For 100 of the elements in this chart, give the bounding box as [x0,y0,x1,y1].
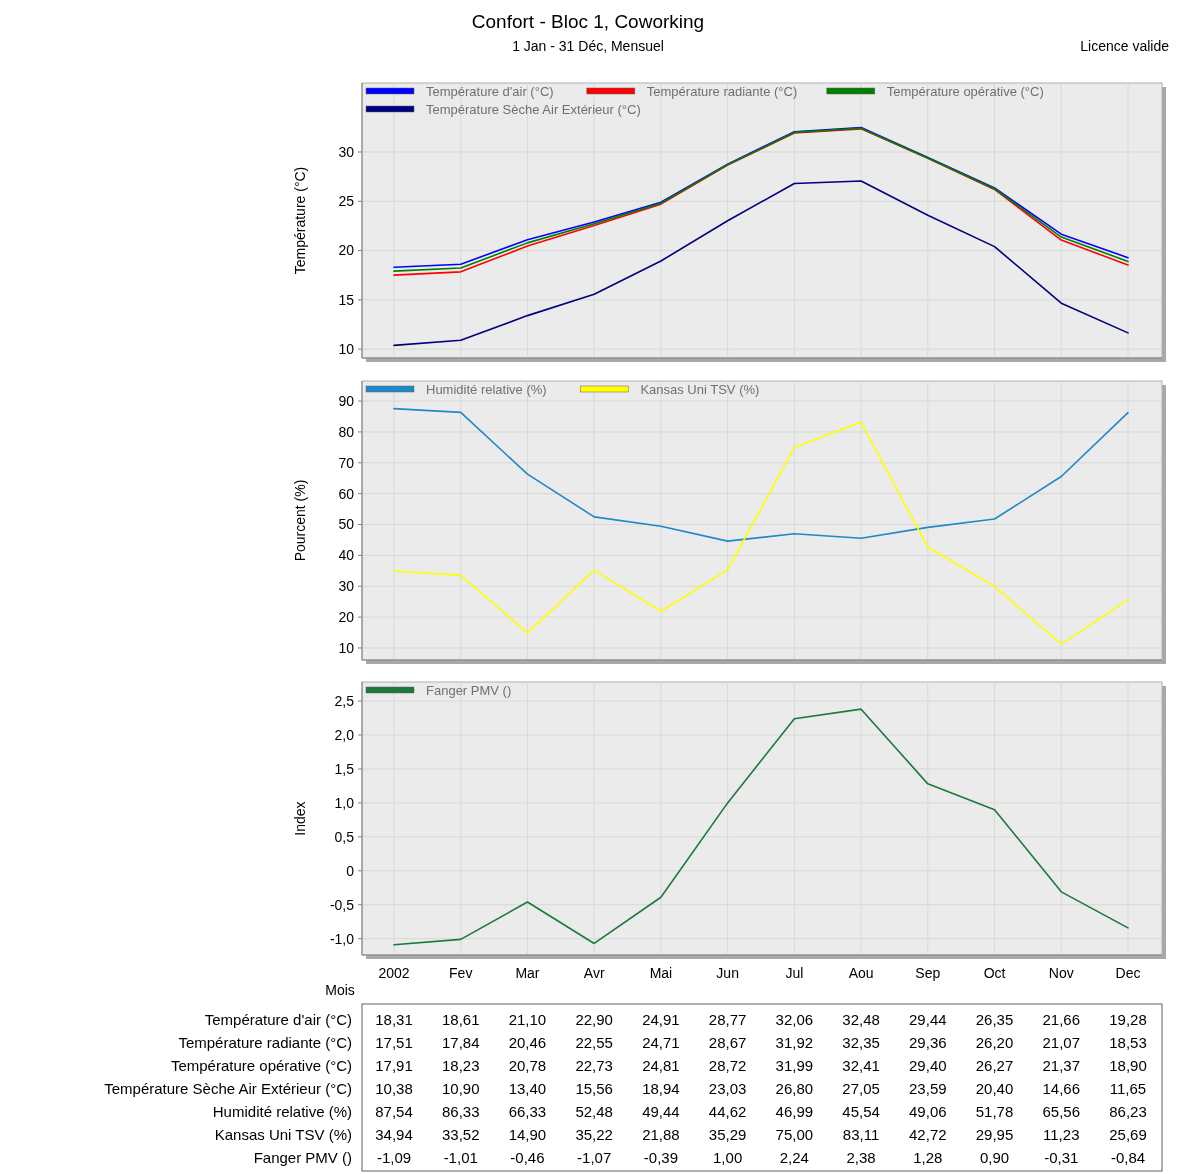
data-label: 14,90 [508,1126,547,1144]
data-label: 2,38 [846,1149,876,1167]
data-label: 23,59 [909,1080,947,1098]
data-label: 22,55 [575,1034,613,1052]
data-label: 22,73 [575,1057,613,1075]
data-label: 10,90 [441,1080,480,1098]
data-label: 31,99 [775,1057,814,1075]
y-axis-title: Pourcent (%) [292,479,308,562]
legend-label: Fanger PMV () [426,682,512,698]
chart-subtitle: 1 Jan - 31 Déc, Mensuel [512,38,664,54]
x-tick-label: Jun [716,965,739,981]
data-label: 75,00 [775,1126,814,1144]
data-label: 28,77 [708,1011,747,1029]
data-label: 20,40 [975,1080,1014,1098]
data-label: 14,66 [1042,1080,1081,1098]
text: Température d'air (°C) [204,1011,352,1029]
text: Kansas Uni TSV (%) [214,1126,352,1144]
data-label: 34,94 [375,1126,413,1144]
y-tick-label: 90 [338,392,355,409]
y-tick-label: 20 [338,242,355,259]
data-label: 24,81 [642,1057,680,1075]
data-label: 18,23 [441,1057,480,1075]
data-label: 18,31 [375,1011,413,1029]
y-tick-label: 80 [338,423,355,440]
data-label: 21,37 [1042,1057,1081,1075]
y-tick-label: 30 [338,143,355,160]
data-label: 86,23 [1109,1103,1147,1121]
x-tick-label: 2002 [378,965,410,981]
data-label: 28,72 [708,1057,747,1075]
data-label: 20,78 [508,1057,547,1075]
data-label: 10,38 [375,1080,413,1098]
data-label: 21,10 [508,1011,547,1029]
data-label: 32,06 [775,1011,814,1029]
data-label: 11,65 [1109,1080,1147,1098]
data-label: 28,67 [708,1034,747,1052]
data-label: -0,31 [1044,1149,1079,1167]
line-series [393,421,1129,645]
data-label: -1,09 [376,1149,412,1167]
y-tick-label: 2,0 [334,726,355,743]
data-label: 19,28 [1109,1011,1147,1029]
x-axis-title: Mois [325,982,355,998]
line-series [393,407,1129,542]
data-label: 0,90 [979,1149,1010,1167]
x-tick-label: Sep [915,965,941,981]
x-tick-label: Mar [515,965,540,981]
text: Humidité relative (%) [212,1103,352,1121]
data-label: 21,66 [1042,1011,1081,1029]
data-label: -1,01 [443,1149,478,1167]
x-tick-label: Avr [583,965,605,981]
data-label: 29,40 [909,1057,947,1075]
y-axis-title: Température (°C) [292,166,308,275]
data-label: 26,35 [975,1011,1014,1029]
data-label: 24,71 [642,1034,680,1052]
data-label: 17,84 [441,1034,480,1052]
y-tick-label: 1,0 [334,794,355,811]
data-label: 18,61 [441,1011,480,1029]
y-tick-label: 2,5 [334,692,355,709]
data-label: 23,03 [708,1080,747,1098]
data-label: 86,33 [441,1103,480,1121]
data-label: 49,44 [642,1103,680,1121]
data-label: 17,51 [375,1034,413,1052]
data-label: 29,95 [975,1126,1014,1144]
y-tick-label: 70 [338,454,355,471]
data-label: 21,07 [1042,1034,1081,1052]
data-label: 1,28 [913,1149,943,1167]
data-label: 42,72 [909,1126,947,1144]
x-tick-label: Aou [848,965,874,981]
y-tick-label: 30 [338,578,355,595]
data-label: 26,20 [975,1034,1014,1052]
text: Fanger PMV () [253,1149,352,1167]
y-tick-label: 50 [338,516,355,533]
data-label: 32,41 [842,1057,880,1075]
data-label: -0,46 [510,1149,545,1167]
y-tick-label: 20 [338,609,355,625]
data-label: 22,90 [575,1011,613,1029]
data-label: 18,90 [1109,1057,1147,1075]
legend-label: Température d'air (°C) [426,83,554,99]
data-label: 45,54 [842,1103,880,1121]
data-label: 26,80 [775,1080,814,1098]
legend-label: Température Sèche Air Extérieur (°C) [426,101,641,117]
text: Température Sèche Air Extérieur (°C) [104,1080,352,1098]
y-tick-label: 10 [338,341,355,358]
y-tick-label: 1,5 [334,760,355,777]
y-tick-label: 0 [346,862,355,879]
line-series [393,180,1129,347]
data-label: 52,48 [575,1103,613,1121]
data-label: 33,52 [441,1126,480,1144]
line-series [393,708,1129,946]
x-tick-label: Fev [449,965,473,981]
text: Température opérative (°C) [170,1057,352,1075]
data-label: -0,84 [1110,1149,1146,1167]
data-label: 18,94 [642,1080,680,1098]
y-tick-label: 10 [338,639,355,656]
legend-label: Humidité relative (%) [426,381,547,397]
data-label: 31,92 [775,1034,814,1052]
data-label: 46,99 [775,1103,814,1121]
data-label: 65,56 [1042,1103,1081,1121]
x-tick-label: Mai [649,965,673,981]
data-label: 32,35 [842,1034,880,1052]
data-label: 26,27 [975,1057,1014,1075]
